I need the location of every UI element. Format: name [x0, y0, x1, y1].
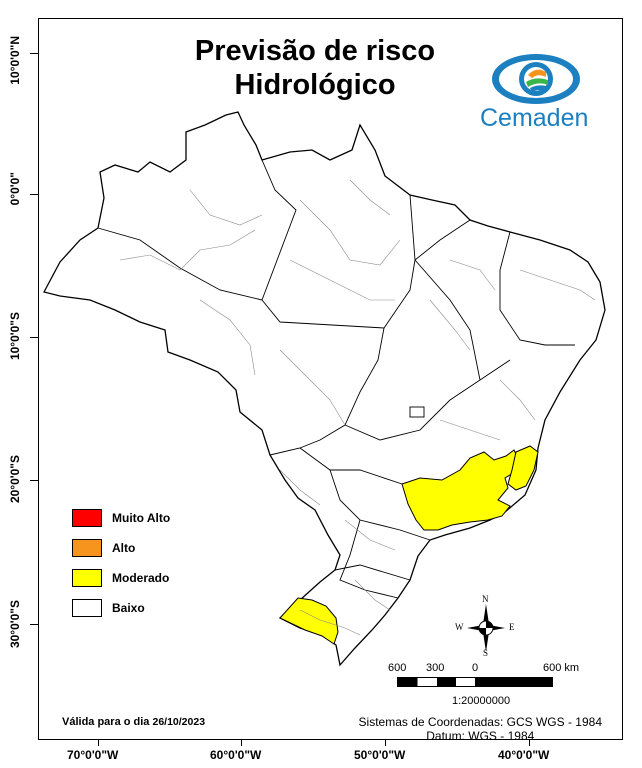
valid-date-line: Válida para o dia 26/10/2023 [62, 716, 205, 728]
title-line-1: Previsão de risco [194, 35, 436, 67]
valid-prefix: Válida para o dia [62, 716, 150, 728]
internal-borders [119, 179, 596, 636]
legend-item-moderado: Moderado [72, 568, 169, 588]
compass-n: N [482, 594, 489, 604]
lon-label-70w: 70°0'0"W [67, 748, 119, 762]
moderate-risk-rs-west [279, 597, 339, 645]
legend-label: Baixo [112, 601, 145, 615]
compass-e: E [509, 622, 515, 632]
state-borders [97, 159, 575, 599]
lon-tick [385, 740, 386, 746]
lon-tick [529, 740, 530, 746]
map-title: Previsão de risco Hidrológico [150, 34, 480, 102]
legend-label: Alto [112, 541, 136, 555]
federal-district [409, 406, 425, 418]
compass-rose-icon [467, 604, 505, 652]
legend-label: Muito Alto [112, 511, 171, 525]
scale-label: 0 [472, 662, 479, 674]
coordinate-system-info: Sistemas de Coordenadas: GCS WGS - 1984 … [359, 715, 602, 743]
scale-label: 300 [426, 662, 445, 674]
legend-item-baixo: Baixo [72, 598, 145, 618]
scale-label: 600 km [543, 662, 580, 674]
lat-tick [30, 624, 38, 625]
legend-item-muito-alto: Muito Alto [72, 508, 170, 528]
scale-ratio: 1:20000000 [452, 695, 511, 707]
legend-swatch [72, 599, 102, 617]
lon-label-50w: 50°0'0"W [354, 748, 406, 762]
valid-date: 26/10/2023 [152, 716, 206, 728]
scale-bar [397, 677, 553, 687]
legend-swatch [72, 509, 102, 527]
scale-label: 600 [388, 662, 407, 674]
legend-label: Moderado [112, 571, 170, 585]
brazil-outline [43, 111, 606, 667]
legend-swatch [72, 539, 102, 557]
moderate-risk-southeast [401, 449, 521, 531]
crs-line-1: Sistemas de Coordenadas: GCS WGS - 1984 [358, 715, 602, 729]
lat-tick [30, 53, 38, 54]
lon-label-60w: 60°0'0"W [210, 748, 262, 762]
lon-tick [98, 740, 99, 746]
compass-w: W [455, 622, 464, 632]
moderate-risk-espirito-santo [507, 445, 539, 491]
title-line-2: Hidrológico [234, 69, 396, 101]
lat-tick [30, 480, 38, 481]
compass-s: S [483, 648, 489, 658]
crs-line-2: Datum: WGS - 1984 [426, 729, 535, 743]
lon-tick [241, 740, 242, 746]
cemaden-logo-text: Cemaden [480, 104, 589, 132]
legend-swatch [72, 569, 102, 587]
lon-label-40w: 40°0'0"W [498, 748, 550, 762]
lat-tick [30, 194, 38, 195]
legend-item-alto: Alto [72, 538, 135, 558]
cemaden-logo-icon [492, 54, 580, 104]
lat-tick [30, 337, 38, 338]
